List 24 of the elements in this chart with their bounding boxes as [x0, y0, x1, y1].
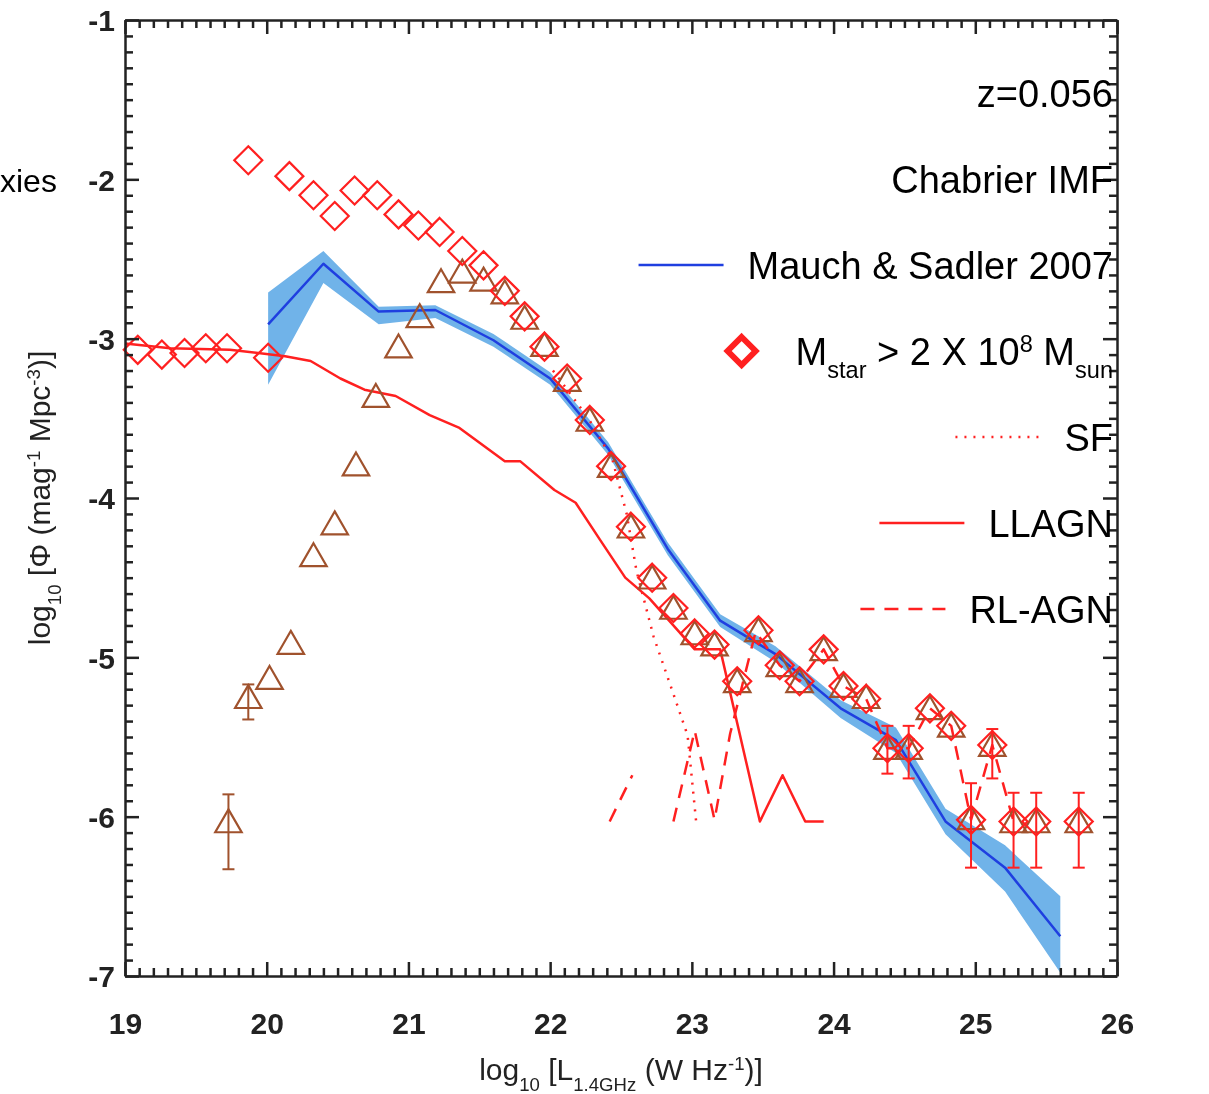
x-tick-label: 22	[533, 1007, 568, 1041]
y-tick-label: -5	[88, 641, 115, 675]
text: xies	[0, 163, 57, 199]
x-tick-label: 21	[392, 1007, 426, 1041]
x-tick-label: 20	[250, 1007, 284, 1041]
legend-label: RL-AGN	[969, 589, 1113, 631]
y-tick-label: -6	[88, 800, 115, 834]
x-tick-label: 24	[817, 1007, 852, 1041]
annotation: z=0.056	[976, 73, 1113, 115]
x-tick-label: 23	[675, 1007, 710, 1041]
legend-label: LLAGN	[988, 503, 1113, 545]
y-tick-label: -1	[88, 4, 115, 38]
legend-label: SF	[1064, 417, 1113, 459]
y-tick-label: -4	[88, 482, 116, 516]
x-axis-title: log$_{10}$ [L$_{1.4GHz}$ (W Hz$^{-1}$)]	[479, 1052, 763, 1094]
x-tick-label: 25	[959, 1007, 993, 1041]
annotation: Chabrier IMF	[891, 159, 1113, 201]
y-tick-label: -7	[88, 960, 115, 994]
legend-label: Mauch & Sadler 2007	[747, 245, 1113, 287]
x-tick-label: 26	[1100, 1007, 1135, 1041]
legend-label: M$_{star}$ > 2 X 10$^{8}$ M$_{sun}$	[795, 331, 1113, 383]
y-tick-label: -3	[88, 322, 115, 356]
x-tick-label: 19	[108, 1007, 143, 1041]
y-tick-label: -2	[88, 163, 115, 197]
